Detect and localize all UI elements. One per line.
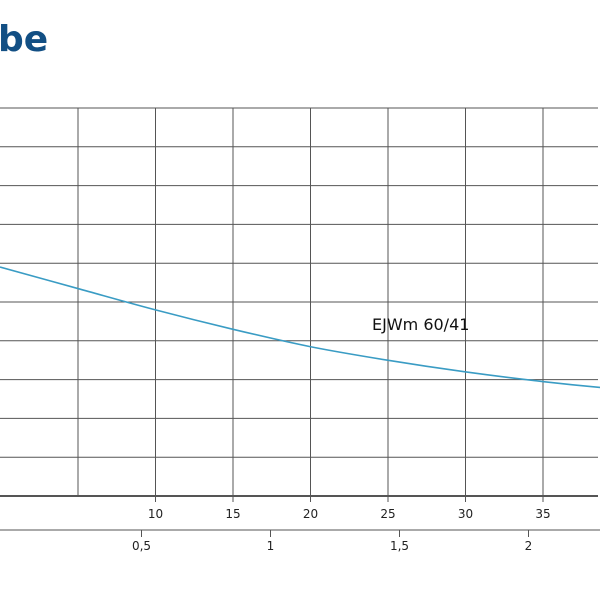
x-primary-tick-label: 15 [225, 507, 240, 521]
x-primary-tick-label: 10 [148, 507, 163, 521]
x-secondary-tick-label: 1,5 [390, 539, 409, 553]
x-secondary-ticks: 0,511,522,5 [0, 529, 600, 553]
x-primary-tick-label: 35 [535, 507, 550, 521]
chart-title: be [0, 19, 49, 60]
x-secondary-tick-label: 1 [267, 539, 275, 553]
x-primary-tick-label: 25 [380, 507, 395, 521]
x-secondary-tick-label: 0,5 [132, 539, 151, 553]
series-label: EJWm 60/41 [372, 315, 469, 334]
series-line [0, 266, 600, 389]
x-primary-tick-label: 30 [458, 507, 473, 521]
series-layer [0, 266, 600, 389]
x-primary-ticks: 1015202530354045 [148, 496, 551, 521]
x-primary-tick-label: 20 [303, 507, 318, 521]
x-secondary-tick-label: 2 [525, 539, 533, 553]
grid [0, 107, 598, 497]
series-labels: EJWm 60/41 [372, 315, 469, 334]
